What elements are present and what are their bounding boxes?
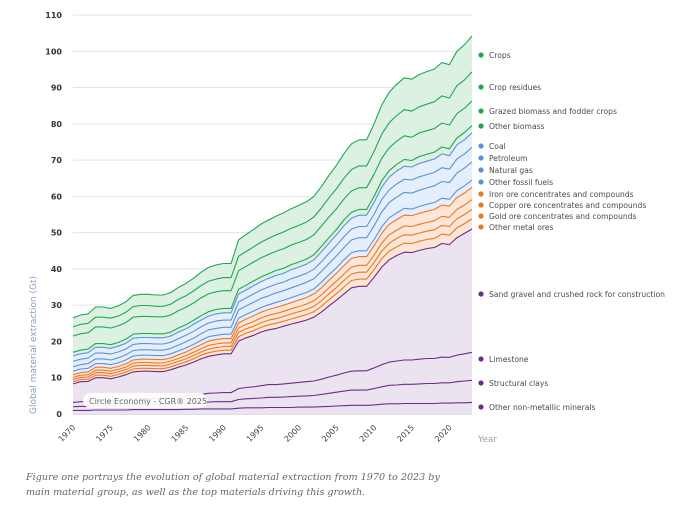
- legend-item: Grazed biomass and fodder crops: [478, 107, 617, 116]
- stacked-areas: [73, 36, 472, 414]
- y-tick-label: 50: [51, 229, 63, 238]
- legend-item: Crop residues: [478, 83, 541, 92]
- y-tick-label: 40: [51, 265, 63, 274]
- y-tick-label: 90: [51, 84, 63, 93]
- legend-label: Gold ore concentrates and compounds: [489, 212, 636, 221]
- line-coal: [72, 132, 473, 357]
- legend-label: Other fossil fuels: [489, 178, 553, 187]
- legend-label: Natural gas: [489, 166, 533, 175]
- legend-dot-icon: [478, 155, 484, 161]
- legend-item: Limestone: [478, 355, 529, 364]
- line-iron-ore-concentrates-and-compounds: [72, 186, 473, 376]
- legend-item: Gold ore concentrates and compounds: [478, 212, 636, 221]
- legend-dot-icon: [478, 123, 484, 129]
- legend-item: Natural gas: [478, 166, 533, 175]
- legend-label: Crop residues: [489, 83, 541, 92]
- line-petroleum: [72, 146, 473, 362]
- x-tick-label: 2005: [320, 423, 341, 444]
- legend-label: Iron ore concentrates and compounds: [489, 190, 634, 199]
- legend-dot-icon: [478, 213, 484, 219]
- y-tick-labels: 0 10 20 30 40 50 60 70 80 90 100 110: [45, 11, 62, 419]
- y-tick-label: 80: [51, 120, 63, 129]
- legend-label: Copper ore concentrates and compounds: [489, 201, 646, 210]
- y-tick-label: 30: [51, 301, 63, 310]
- line-natural-gas: [72, 161, 473, 368]
- legend-label: Other non-metallic minerals: [489, 403, 595, 412]
- x-tick-label: 1975: [94, 423, 115, 444]
- legend-dot-icon: [478, 52, 484, 58]
- legend-label: Crops: [489, 51, 511, 60]
- y-tick-label: 20: [51, 337, 63, 346]
- legend-item: Structural clays: [478, 379, 548, 388]
- y-tick-label: 10: [51, 374, 63, 383]
- line-other-metal-ores: [72, 218, 473, 383]
- line-other-biomass: [72, 125, 473, 353]
- legend-label: Grazed biomass and fodder crops: [489, 107, 617, 116]
- x-tick-label: 2020: [433, 423, 454, 444]
- legend-item: Copper ore concentrates and compounds: [478, 201, 646, 210]
- line-crops: [72, 35, 473, 319]
- legend-item: Other biomass: [478, 122, 545, 131]
- y-tick-label: 0: [56, 410, 62, 419]
- legend-item: Crops: [478, 51, 511, 60]
- legend-label: Other biomass: [489, 122, 545, 131]
- legend-label: Petroleum: [489, 154, 528, 163]
- line-grazed-biomass-and-fodder-crops: [72, 100, 473, 337]
- legend-item: Other non-metallic minerals: [478, 403, 595, 412]
- line-sand-gravel-and-crushed-rock-for-construction: [72, 228, 473, 385]
- line-crop-residues: [72, 71, 473, 328]
- y-tick-label: 100: [45, 47, 62, 56]
- area-structural-clays: [73, 380, 472, 411]
- legend-dot-icon: [478, 404, 484, 410]
- line-other-fossil-fuels: [72, 179, 473, 372]
- figure-caption: Figure one portrays the evolution of glo…: [26, 472, 440, 498]
- legend-dot-icon: [478, 167, 484, 173]
- area-sand-gravel-and-crushed-rock-for-construction: [73, 229, 472, 403]
- legend-item: Petroleum: [478, 154, 528, 163]
- watermark-text: Circle Economy - CGR® 2025: [89, 397, 207, 406]
- line-other-non-metallic-minerals: [73, 401, 473, 411]
- legend-label: Other metal ores: [489, 223, 553, 232]
- legend-dot-icon: [478, 356, 484, 362]
- legend-dot-icon: [478, 380, 484, 386]
- x-tick-label: 1985: [170, 423, 191, 444]
- legend-dot-icon: [478, 291, 484, 297]
- line-gold-ore-concentrates-and-compounds: [72, 208, 473, 381]
- legend-dot-icon: [478, 108, 484, 114]
- x-tick-label: 1970: [57, 423, 78, 444]
- line-copper-ore-concentrates-and-compounds: [72, 199, 473, 378]
- legend-item: Sand gravel and crushed rock for constru…: [478, 290, 665, 299]
- legend-item: Iron ore concentrates and compounds: [478, 190, 634, 199]
- legend-dot-icon: [478, 143, 484, 149]
- series-lines: [72, 35, 473, 411]
- x-tick-label: 1980: [132, 423, 153, 444]
- legend-dot-icon: [478, 84, 484, 90]
- y-tick-label: 110: [45, 11, 62, 20]
- legend-item: Coal: [478, 142, 506, 151]
- y-tick-label: 60: [51, 192, 63, 201]
- y-tick-label: 70: [51, 156, 63, 165]
- y-axis-label: Global material extraction (Gt): [29, 276, 39, 414]
- legend-dot-icon: [478, 191, 484, 197]
- x-axis-label: Year: [477, 435, 497, 445]
- legend-dot-icon: [478, 202, 484, 208]
- x-tick-label: 2010: [358, 423, 379, 444]
- legend-label: Coal: [489, 142, 506, 151]
- legend-label: Limestone: [489, 355, 529, 364]
- legend-item: Other metal ores: [478, 223, 553, 232]
- legend-item: Other fossil fuels: [478, 178, 553, 187]
- x-tick-labels: 1970 1975 1980 1985 1990 1995 2000 2005 2010 2015…: [57, 423, 454, 444]
- legend-label: Structural clays: [489, 379, 548, 388]
- legend-dot-icon: [478, 224, 484, 230]
- watermark-badge: Circle Economy - CGR® 2025: [83, 393, 207, 408]
- legend-dot-icon: [478, 179, 484, 185]
- x-tick-label: 1995: [245, 423, 266, 444]
- x-tick-label: 2015: [395, 423, 416, 444]
- legend-label: Sand gravel and crushed rock for constru…: [489, 290, 665, 299]
- x-tick-label: 1990: [207, 423, 228, 444]
- legend: Crops Crop residues Grazed biomass and fod…: [478, 51, 665, 412]
- x-tick-label: 2000: [283, 423, 304, 444]
